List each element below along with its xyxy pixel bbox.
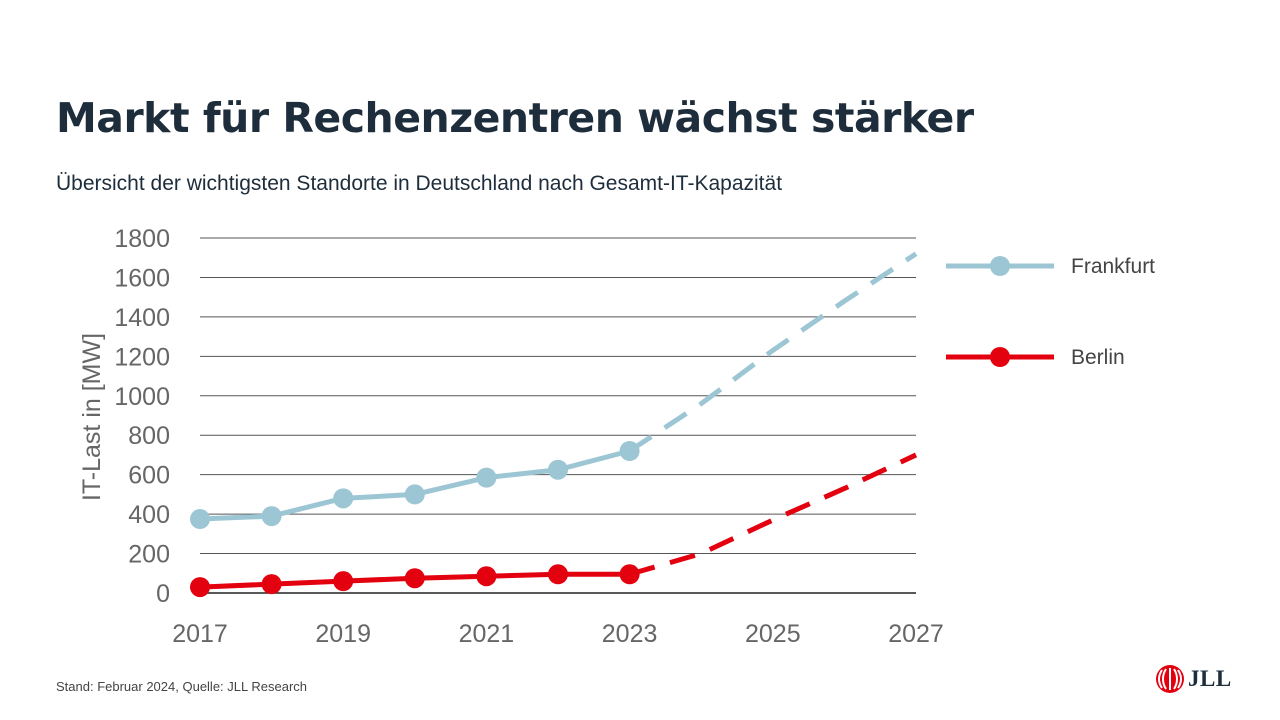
x-tick-labels: 2017 2019 2021 2023 2025 2027 — [172, 620, 944, 648]
y-tick-label: 400 — [128, 501, 170, 529]
frankfurt-forecast-line — [628, 251, 918, 454]
berlin-data-point — [333, 571, 354, 592]
frankfurt-data-point — [548, 459, 568, 480]
logo-text: JLL — [1188, 666, 1232, 691]
y-tick-label: 1400 — [114, 304, 170, 332]
x-tick-label: 2021 — [459, 620, 515, 648]
berlin-forecast-line — [628, 452, 918, 577]
berlin-data-point — [476, 566, 497, 587]
grid-lines — [200, 237, 916, 594]
series-lines — [190, 251, 918, 598]
y-tick-label: 800 — [128, 422, 170, 450]
x-tick-label: 2017 — [172, 620, 228, 648]
berlin-data-point — [619, 564, 640, 585]
frankfurt-data-point — [190, 509, 210, 530]
legend-berlin-label: Berlin — [1071, 346, 1125, 369]
chart-subtitle: Übersicht der wichtigsten Standorte in D… — [56, 172, 783, 195]
x-tick-label: 2027 — [888, 620, 944, 648]
legend-frankfurt-label: Frankfurt — [1071, 255, 1155, 278]
source-footnote: Stand: Februar 2024, Quelle: JLL Researc… — [56, 679, 307, 694]
legend-frankfurt-marker — [990, 256, 1010, 276]
frankfurt-data-point — [619, 441, 640, 461]
berlin-data-point — [548, 564, 568, 585]
y-tick-label: 1200 — [114, 343, 170, 371]
legend-berlin-marker — [990, 347, 1010, 367]
y-tick-label: 1000 — [114, 383, 170, 411]
jll-logo: JLL — [1155, 664, 1232, 694]
berlin-data-point — [404, 568, 425, 589]
frankfurt-data-point — [476, 467, 497, 488]
x-tick-label: 2025 — [745, 620, 801, 648]
y-tick-label: 1800 — [114, 225, 170, 253]
frankfurt-data-point — [261, 506, 282, 527]
frankfurt-data-point — [333, 488, 354, 509]
berlin-data-point — [190, 577, 210, 598]
chart-title: Markt für Rechenzentren wächst stärker — [56, 94, 974, 142]
y-axis-label: IT-Last in [MW] — [78, 333, 106, 501]
y-tick-label: 600 — [128, 462, 170, 490]
y-tick-label: 200 — [128, 541, 170, 569]
jll-logo-icon — [1156, 665, 1184, 693]
frankfurt-data-point — [404, 484, 425, 505]
x-tick-label: 2023 — [602, 620, 658, 648]
x-tick-label: 2019 — [315, 620, 371, 648]
y-tick-label: 1600 — [114, 264, 170, 292]
y-tick-labels: 0 200 400 600 800 1000 1200 1400 1600 1800 — [114, 225, 170, 608]
legend: Frankfurt Berlin — [946, 255, 1155, 369]
berlin-data-point — [261, 574, 282, 595]
y-tick-label: 0 — [156, 580, 170, 608]
